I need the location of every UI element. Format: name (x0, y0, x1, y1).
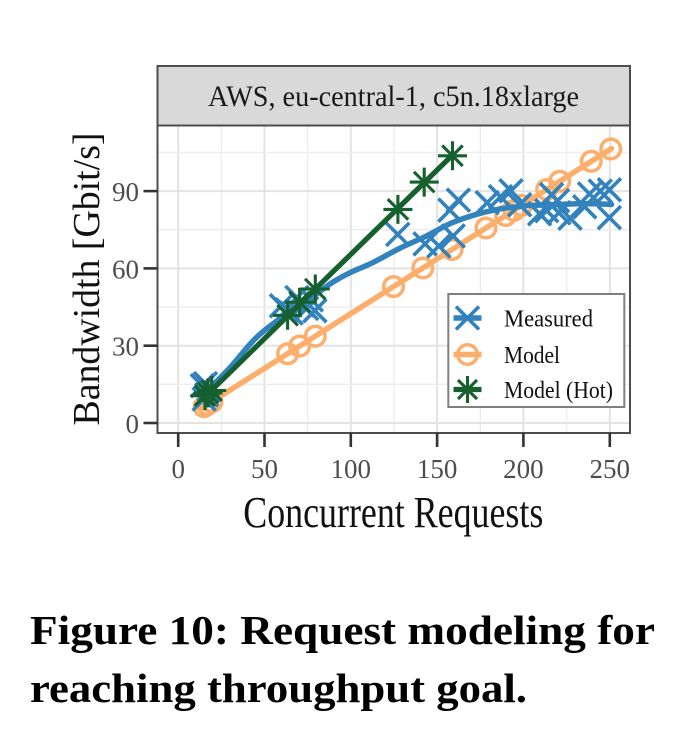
svg-text:250: 250 (590, 454, 631, 484)
svg-text:90: 90 (112, 177, 139, 207)
svg-text:150: 150 (417, 454, 458, 484)
svg-text:reaching throughput goal.: reaching throughput goal. (30, 665, 527, 711)
svg-text:0: 0 (171, 454, 185, 484)
svg-text:Concurrent Requests: Concurrent Requests (243, 488, 543, 537)
svg-text:200: 200 (503, 454, 544, 484)
svg-text:60: 60 (112, 254, 139, 284)
svg-text:0: 0 (126, 409, 140, 439)
svg-text:AWS, eu-central-1, c5n.18xlarg: AWS, eu-central-1, c5n.18xlarge (208, 80, 579, 113)
svg-text:100: 100 (331, 454, 372, 484)
svg-text:30: 30 (112, 332, 139, 362)
svg-text:Measured: Measured (504, 307, 593, 333)
svg-text:Model: Model (504, 343, 560, 369)
svg-text:Model (Hot): Model (Hot) (504, 378, 613, 404)
svg-text:50: 50 (251, 454, 278, 484)
svg-text:Figure 10: Request modeling fo: Figure 10: Request modeling for (30, 607, 655, 653)
svg-text:Bandwidth [Gbit/s]: Bandwidth [Gbit/s] (66, 133, 108, 426)
